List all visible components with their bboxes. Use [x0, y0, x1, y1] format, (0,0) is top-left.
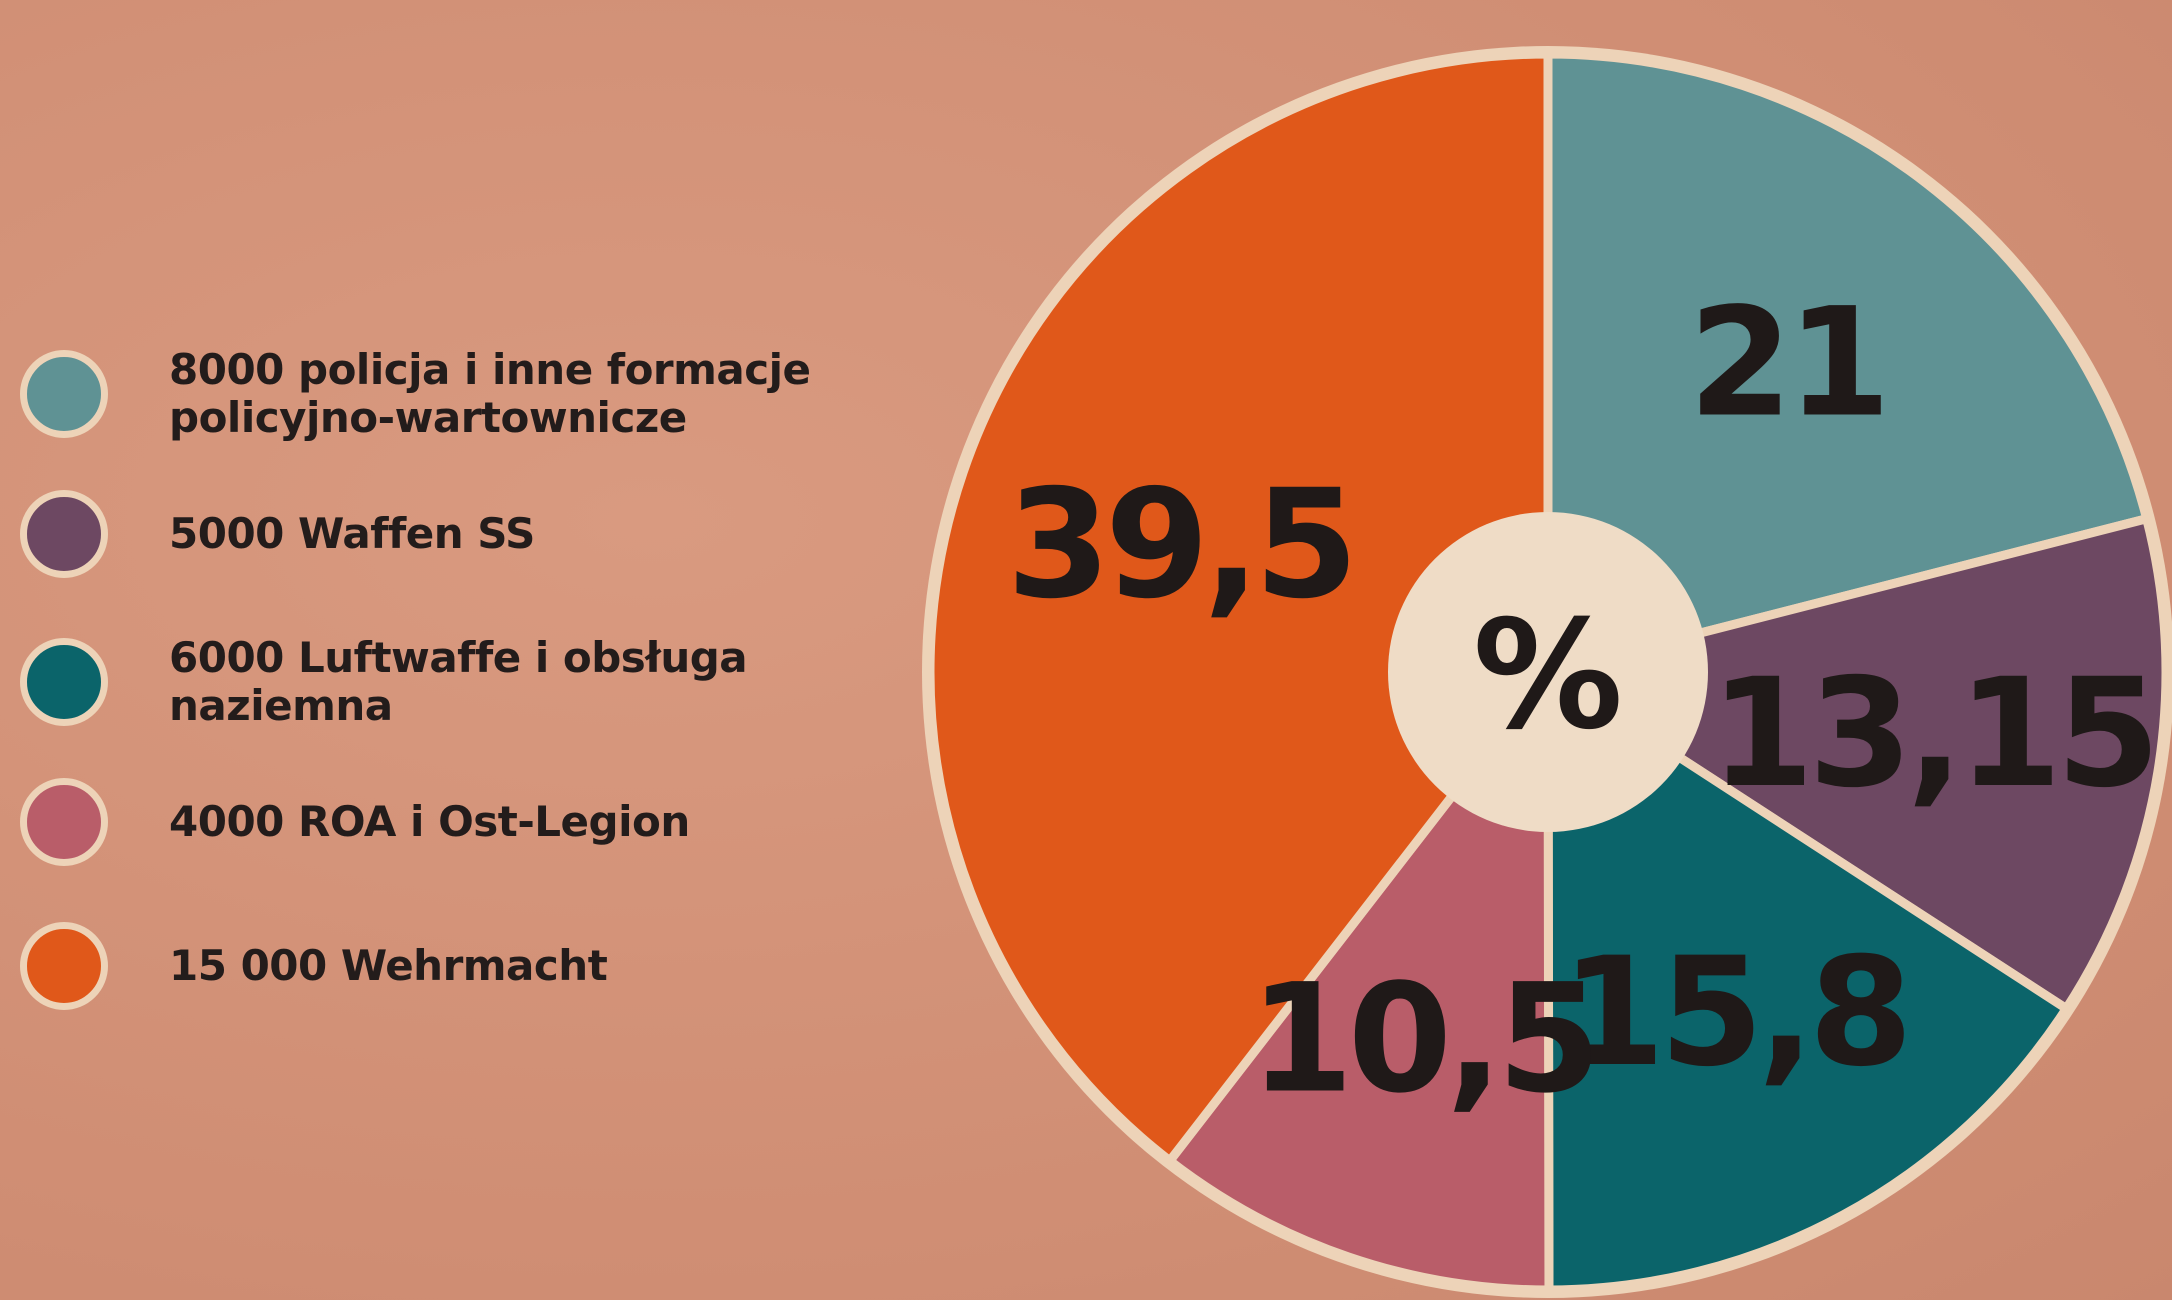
- legend-item: 4000 ROA i Ost-Legion: [20, 778, 690, 866]
- legend-item: 15 000 Wehrmacht: [20, 922, 608, 1010]
- pie-slice: [1543, 663, 2073, 1295]
- center-circle: [1388, 512, 1708, 832]
- data-label: 13,15: [1710, 647, 2154, 821]
- legend-swatch: [20, 638, 108, 726]
- center-label: %: [1473, 589, 1623, 763]
- legend-label: 15 000 Wehrmacht: [169, 941, 608, 990]
- data-label: 15,8: [1561, 926, 1907, 1100]
- pie-slice: [1163, 658, 1554, 1295]
- legend-swatch: [20, 350, 108, 438]
- data-label: 39,5: [1007, 458, 1353, 632]
- legend-swatch: [20, 490, 108, 578]
- legend-label: 8000 policja i inne formacje policyjno-w…: [169, 345, 811, 442]
- legend-swatch: [20, 778, 108, 866]
- legend-swatch: [20, 922, 108, 1010]
- legend-item: 6000 Luftwaffe i obsługa naziemna: [20, 634, 889, 730]
- legend-label: 5000 Waffen SS: [169, 509, 535, 558]
- legend-item: 5000 Waffen SS: [20, 490, 535, 578]
- data-label: 10,5: [1249, 953, 1595, 1127]
- legend-item: 8000 policja i inne formacje policyjno-w…: [20, 346, 889, 442]
- pie-slice: [925, 49, 1553, 1168]
- pie-slice: [1543, 49, 2153, 678]
- legend-label: 6000 Luftwaffe i obsługa naziemna: [169, 633, 748, 730]
- data-label: 21: [1688, 276, 1885, 450]
- legend-label: 4000 ROA i Ost-Legion: [169, 797, 690, 846]
